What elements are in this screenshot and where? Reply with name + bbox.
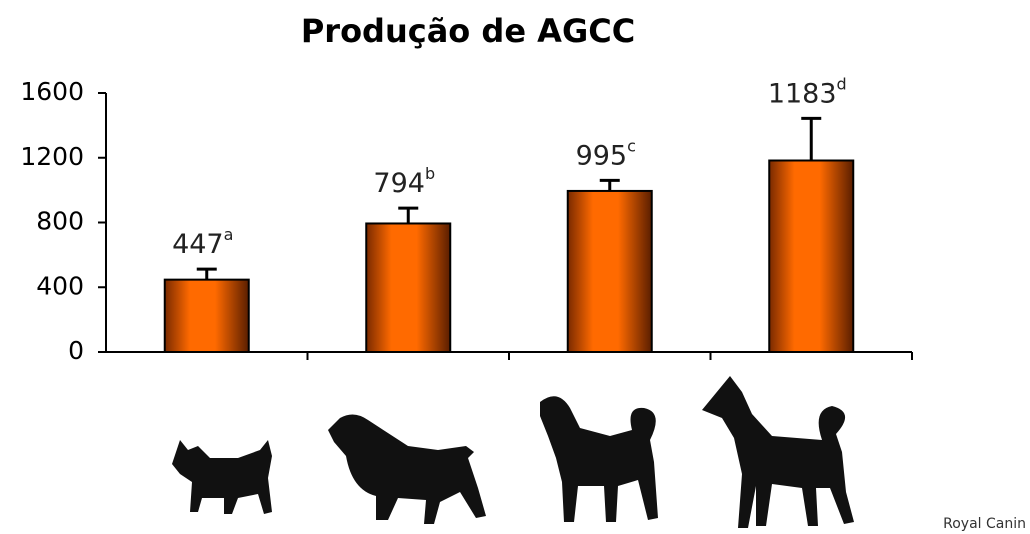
bar [768,159,855,353]
chart-title: Produção de AGCC [301,12,635,50]
bar [163,278,250,353]
bar [566,189,653,353]
y-tick-label: 400 [36,271,84,300]
value-letter: a [224,225,234,244]
value-number: 794 [373,168,425,199]
value-letter: c [627,136,636,155]
value-label: 1183d [768,74,847,109]
error-bar [398,206,419,224]
value-number: 1183 [768,78,837,109]
value-number: 995 [576,140,628,171]
value-label: 447a [172,225,233,260]
source: Royal Canin [943,516,1026,532]
y-tick-label: 0 [68,336,84,365]
dog-silhouettes [172,376,854,528]
value-label: 794b [373,164,435,199]
value-number: 447 [172,229,224,260]
y-tick-label: 800 [36,207,84,236]
error-bar [196,267,217,280]
y-tick-label: 1600 [20,77,84,106]
value-letter: d [837,74,847,93]
error-bar [599,178,620,191]
value-label: 995c [576,136,636,171]
value-letter: b [425,164,435,183]
error-bar [801,116,822,161]
bar [365,222,452,353]
y-tick-label: 1200 [20,142,84,171]
